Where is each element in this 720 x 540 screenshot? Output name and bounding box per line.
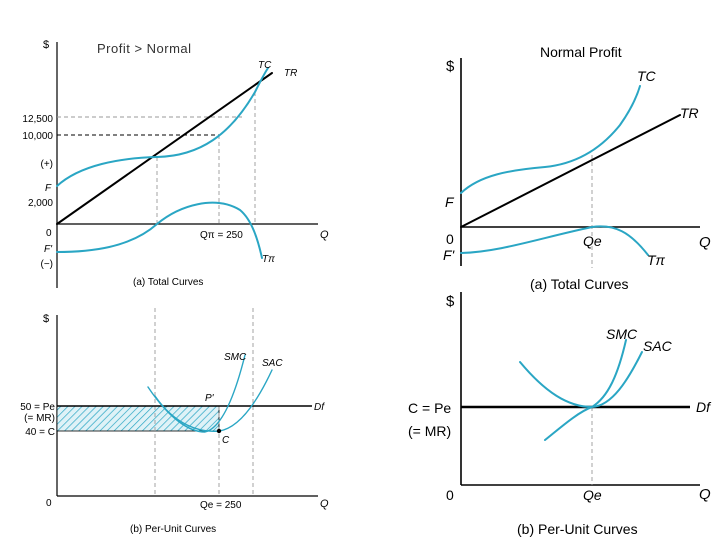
left-header: Profit > Normal: [97, 41, 192, 56]
left-qe-label: Qe = 250: [200, 500, 242, 511]
right-f-label: F: [445, 194, 455, 210]
left-tc-label: TC: [258, 60, 272, 71]
left-q250-label: Qπ = 250: [200, 230, 243, 241]
tick-plus: (+): [41, 159, 54, 170]
left-top-chart: $ Q 0 12,500 10,000 (+) F 2,000 F' (−) T…: [22, 39, 329, 288]
right-title: Normal Profit: [540, 44, 622, 60]
tick-12500: 12,500: [22, 114, 53, 125]
right-sac-label: SAC: [643, 338, 673, 354]
right-qe-bottom-label: Qe: [583, 487, 602, 503]
right-sac-curve: [519, 351, 643, 409]
right-tr-line: [460, 114, 681, 228]
left-top-caption: (a) Total Curves: [133, 277, 203, 288]
right-bottom-x-label: Q: [699, 486, 711, 503]
right-bottom-y-label: $: [446, 293, 455, 310]
left-top-origin: 0: [46, 228, 52, 239]
tick-10000: 10,000: [22, 131, 53, 142]
right-mr-label: (= MR): [408, 423, 451, 439]
right-c-pe-label: C = Pe: [408, 400, 451, 416]
tick-mr: (= MR): [24, 413, 55, 424]
left-tpi-label: Tπ: [262, 254, 275, 265]
right-top-y-label: $: [446, 58, 455, 75]
left-tpi-curve: [56, 201, 263, 259]
tick-50-pe: 50 = Pe: [20, 402, 55, 413]
right-fprime-label: F': [443, 247, 456, 263]
right-top-chart: $ Q 0 F F' TC TR Tπ Qe (a) Total Curves: [443, 58, 711, 292]
left-tr-label: TR: [284, 68, 297, 79]
left-bottom-caption: (b) Per-Unit Curves: [130, 524, 216, 535]
left-top-x-label: Q: [320, 229, 329, 241]
right-top-origin: 0: [446, 231, 454, 247]
profit-area: [56, 405, 220, 432]
right-bottom-origin: 0: [446, 487, 454, 503]
tick-2000: 2,000: [28, 198, 53, 209]
tick-minus: (−): [41, 259, 54, 270]
left-bottom-origin: 0: [46, 498, 52, 509]
right-tr-label: TR: [680, 105, 699, 121]
tick-f: F: [45, 183, 52, 194]
left-p-label: P': [205, 393, 215, 404]
right-bottom-chart: $ Q 0 SMC SAC Df C = Pe (= MR) Qe (b) Pe…: [408, 292, 712, 537]
right-tc-curve: [460, 85, 641, 194]
right-tc-label: TC: [637, 68, 657, 84]
left-c-label: C: [222, 435, 230, 446]
right-panel: Normal Profit $ Q 0 F F' TC TR Tπ Qe (a)…: [408, 44, 712, 537]
left-top-y-label: $: [43, 39, 49, 51]
left-smc-label: SMC: [224, 352, 247, 363]
right-qe-top-label: Qe: [583, 233, 602, 249]
tick-fprime: F': [44, 244, 53, 255]
right-top-x-label: Q: [699, 234, 711, 251]
left-bottom-x-label: Q: [320, 498, 329, 510]
left-smc-curve: [147, 354, 246, 433]
left-tr-line: [56, 72, 273, 225]
right-bottom-caption: (b) Per-Unit Curves: [517, 521, 638, 537]
left-bottom-chart: $ Q 0 SMC SAC Df P' C 50 = Pe (= MR) 40 …: [20, 308, 329, 535]
right-smc-label: SMC: [606, 326, 638, 342]
left-df-label: Df: [314, 402, 325, 413]
right-tpi-label: Tπ: [647, 252, 666, 268]
left-panel: Profit > Normal $ Q 0 12,500 10,000 (+) …: [20, 39, 329, 535]
right-df-label: Df: [696, 399, 712, 415]
right-smc-curve: [544, 339, 627, 441]
point-c: [216, 428, 222, 434]
tick-40-c: 40 = C: [25, 427, 55, 438]
left-bottom-y-label: $: [43, 313, 49, 325]
right-tpi-curve: [460, 225, 649, 256]
left-tc-curve: [56, 67, 269, 187]
right-top-caption: (a) Total Curves: [530, 276, 629, 292]
left-sac-label: SAC: [262, 358, 283, 369]
